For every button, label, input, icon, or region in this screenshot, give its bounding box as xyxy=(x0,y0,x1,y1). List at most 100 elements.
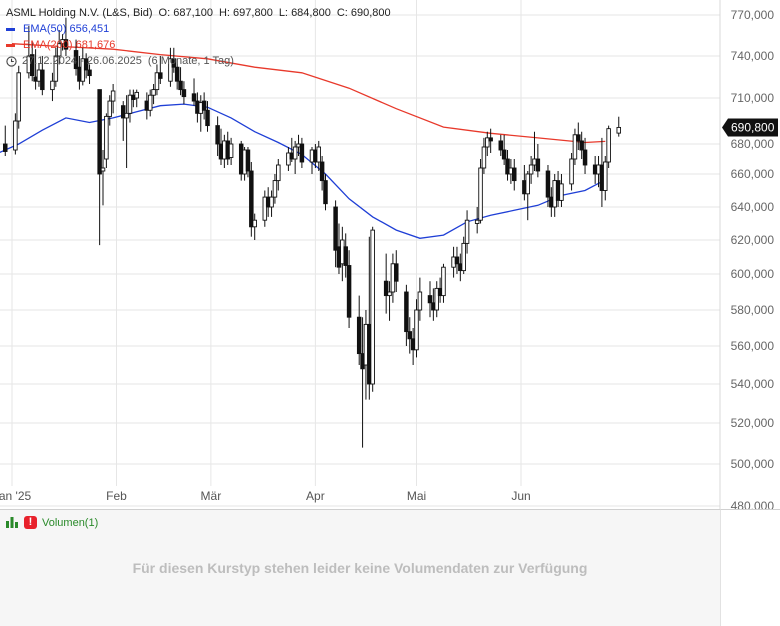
candle-body xyxy=(124,112,129,119)
candle xyxy=(427,281,433,318)
candle xyxy=(333,200,338,268)
candle xyxy=(356,295,362,365)
candle xyxy=(53,47,59,87)
candle xyxy=(582,137,588,174)
legend-ema200[interactable]: EMA(200) 681,676 xyxy=(6,37,391,53)
candle-body xyxy=(205,109,210,127)
candle xyxy=(505,150,510,181)
candle-body xyxy=(474,219,480,224)
volume-legend[interactable]: ! Volumen(1) xyxy=(6,516,98,529)
candle xyxy=(29,42,35,82)
candle-body xyxy=(427,295,433,304)
candle xyxy=(559,174,564,207)
price-axis[interactable]: 480,000 500,000 520,000 540,000 560,000 580,0… xyxy=(731,8,775,509)
candle xyxy=(394,250,399,292)
close-value: 690,800 xyxy=(350,7,391,19)
candle-body xyxy=(249,170,254,228)
candle xyxy=(171,47,177,73)
high-label: H: xyxy=(218,7,230,19)
grid-layer xyxy=(0,0,720,507)
candle-body xyxy=(576,134,581,142)
period-label: (6 Monate, 1 Tag) xyxy=(147,55,234,67)
candle-body xyxy=(370,229,375,385)
candle xyxy=(272,174,278,204)
candle-body xyxy=(276,164,281,182)
candle-body xyxy=(104,115,109,160)
candle xyxy=(501,134,507,165)
candle-body xyxy=(252,219,257,228)
exclamation-icon: ! xyxy=(24,516,37,529)
ema200-line xyxy=(11,43,606,144)
low-label: L: xyxy=(278,7,288,19)
candle-body xyxy=(245,149,251,172)
candle xyxy=(343,233,348,278)
y-tick-label: 680,000 xyxy=(731,137,775,151)
candle-body xyxy=(464,219,470,244)
candle-body xyxy=(454,256,460,265)
candle-body xyxy=(53,55,59,82)
candle-body xyxy=(299,143,305,163)
candle-body xyxy=(582,149,588,166)
legend-ema50[interactable]: EMA(50) 656,451 xyxy=(6,21,391,37)
candle-body xyxy=(3,143,8,152)
candle xyxy=(464,210,470,254)
current-price-tag xyxy=(722,118,778,137)
candle-body xyxy=(168,58,173,82)
candle xyxy=(616,116,622,137)
candle-body xyxy=(107,100,113,117)
candle-body xyxy=(545,170,551,198)
candle-body xyxy=(572,134,578,160)
open-label: O: xyxy=(158,7,171,19)
candle xyxy=(40,56,45,96)
candle-body xyxy=(434,287,439,311)
candle xyxy=(383,253,389,314)
price-chart[interactable]: 480,000 500,000 520,000 540,000 560,000 580,0… xyxy=(0,0,780,509)
candle-body xyxy=(461,242,466,272)
current-price-marker: 690,800 xyxy=(722,118,778,137)
candle-body xyxy=(441,266,446,297)
candle xyxy=(83,53,89,79)
x-tick-label: Mai xyxy=(407,489,426,503)
candle xyxy=(474,207,480,234)
candle xyxy=(417,277,423,321)
candle xyxy=(50,72,55,102)
candle-body xyxy=(110,90,116,102)
candle-body xyxy=(16,72,21,122)
candle-body xyxy=(178,80,183,91)
candle xyxy=(370,226,375,392)
candle-body xyxy=(262,196,268,221)
candle-body xyxy=(485,137,490,148)
candle xyxy=(215,116,220,156)
candle-body xyxy=(603,161,608,191)
candle xyxy=(569,153,574,191)
y-tick-label: 500,000 xyxy=(731,457,775,471)
candle-body xyxy=(56,43,62,57)
current-price-label: 690,800 xyxy=(731,120,775,134)
open-value: 687,100 xyxy=(173,7,213,19)
candle-body xyxy=(356,316,362,355)
candle xyxy=(276,159,281,191)
candle xyxy=(269,190,274,217)
candle-body xyxy=(478,167,483,221)
candle-body xyxy=(579,140,584,151)
candle-body xyxy=(404,291,409,333)
candle xyxy=(110,84,116,114)
ema50-swatch xyxy=(6,27,15,31)
candle-body xyxy=(151,89,156,96)
candle xyxy=(178,67,183,96)
candle-body xyxy=(319,161,325,182)
ema200-name: EMA(200) xyxy=(23,39,73,51)
legend-title-row: ASML Holding N.V. (L&S, Bid) O: 687,100 … xyxy=(6,5,391,21)
candle xyxy=(481,137,487,174)
candle-body xyxy=(171,58,177,68)
candle-body xyxy=(13,120,18,151)
candle xyxy=(441,263,446,303)
candle-body xyxy=(120,105,126,119)
candle-body xyxy=(40,69,45,91)
candle xyxy=(454,246,460,274)
close-label: C: xyxy=(336,7,348,19)
time-axis[interactable]: Jan '25 Feb Mär Apr Mai Jun xyxy=(0,489,531,503)
candle xyxy=(191,78,197,106)
candle-body xyxy=(616,126,622,134)
y-tick-label: 480,000 xyxy=(731,499,775,509)
